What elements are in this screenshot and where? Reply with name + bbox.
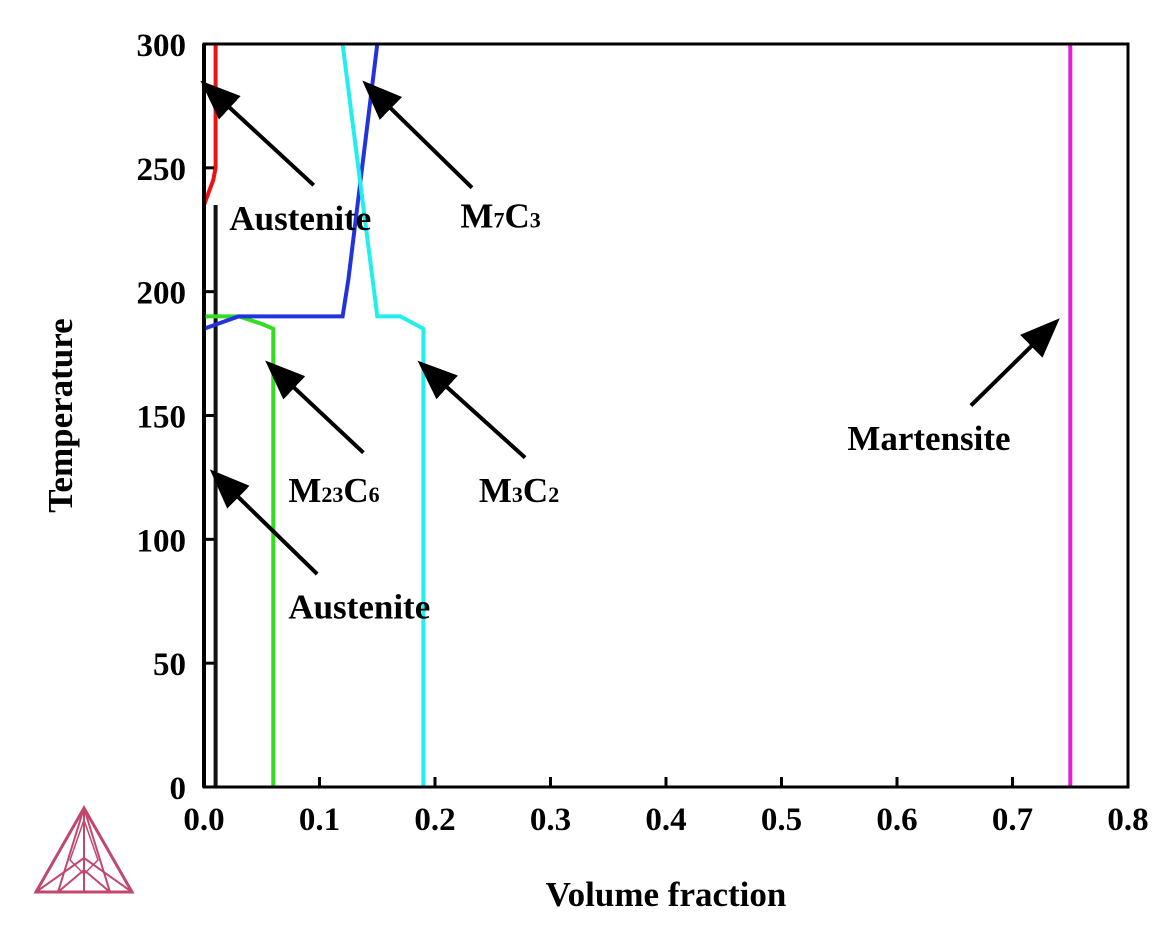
annotation-label: Austenite	[288, 588, 430, 627]
x-tick-label: 0.2	[414, 802, 455, 838]
annotation-label: M3C2	[479, 471, 559, 510]
plot-border	[202, 42, 1130, 789]
axis-ticks: 0.0 0.1 0.2 0.3 0.4 0.5 0.6 0.7 0.8 0 50 100 150 200 2…	[137, 28, 1149, 838]
annotation-arrow	[362, 80, 474, 190]
annotation-arrow	[417, 360, 527, 460]
annotation-label: M23C6	[288, 471, 379, 510]
y-tick-label: 300	[137, 28, 187, 64]
y-tick-label: 250	[137, 152, 187, 188]
x-tick-label: 0.0	[183, 802, 224, 838]
series-line-6	[340, 43, 426, 787]
annotation-label: Martensite	[847, 419, 1010, 458]
annotation-arrow	[265, 360, 365, 455]
y-axis-title: Temperature	[41, 318, 80, 512]
y-tick-label: 0	[170, 771, 187, 807]
annotation-arrow	[209, 469, 319, 576]
x-tick-label: 0.6	[876, 802, 917, 838]
series-line-5	[203, 43, 380, 331]
x-tick-label: 0.1	[299, 802, 340, 838]
annotation-arrow	[969, 318, 1060, 408]
annotation-arrow	[200, 80, 316, 187]
plot-frame	[202, 42, 1130, 789]
x-tick-label: 0.7	[992, 802, 1033, 838]
x-tick-label: 0.5	[761, 802, 802, 838]
series-layer	[202, 43, 1073, 787]
y-tick-label: 150	[137, 400, 187, 436]
y-tick-label: 50	[153, 647, 186, 683]
y-tick-label: 200	[137, 276, 187, 312]
x-tick-label: 0.4	[645, 802, 686, 838]
series-line-4	[204, 314, 276, 787]
annotations: Austenite M7C3 M23C6 M3C2 Austenite Martensit…	[200, 80, 1060, 627]
x-axis-title: Volume fraction	[546, 875, 787, 914]
y-tick-label: 100	[137, 523, 187, 559]
annotation-label: M7C3	[460, 196, 540, 235]
thermo-calc-logo-icon	[33, 804, 135, 894]
x-tick-label: 0.8	[1107, 802, 1148, 838]
x-tick-label: 0.3	[530, 802, 571, 838]
annotation-label: Austenite	[229, 199, 371, 238]
